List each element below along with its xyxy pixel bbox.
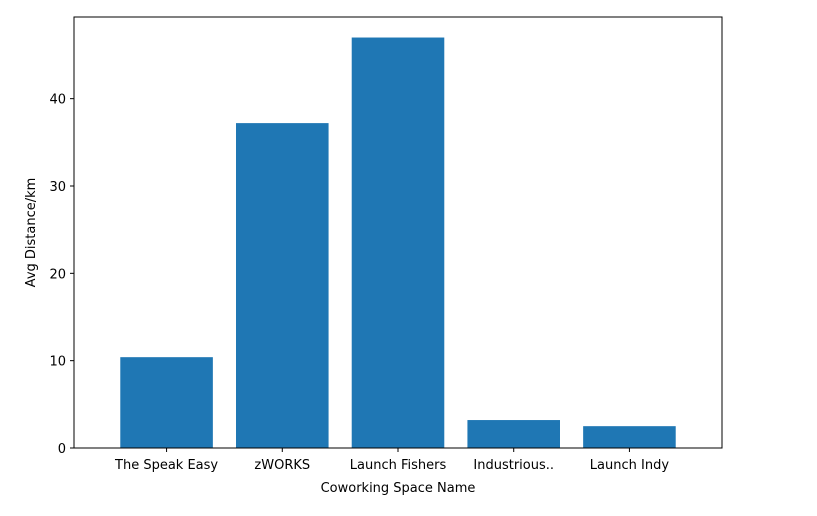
bar-series	[120, 37, 676, 449]
y-axis: 0 10 20 30 40	[49, 93, 74, 457]
x-tick-label: Launch Fishers	[350, 458, 447, 473]
y-tick-label: 0	[58, 442, 66, 457]
bar-the-speak-easy	[120, 357, 213, 448]
y-tick-label: 40	[49, 93, 66, 108]
x-tick-label: zWORKS	[254, 458, 310, 473]
bar-zworks	[236, 123, 329, 449]
y-axis-title: Avg Distance/km	[24, 178, 39, 288]
bar-industrious	[467, 420, 560, 448]
bar-launch-indy	[583, 426, 676, 448]
bar-launch-fishers	[351, 37, 445, 449]
y-tick-label: 20	[49, 267, 66, 282]
x-axis: The Speak Easy zWORKS Launch Fishers Indust…	[114, 448, 669, 473]
plot-area-frame	[73, 16, 723, 449]
y-tick-label: 30	[49, 180, 66, 195]
x-tick-label: The Speak Easy	[114, 458, 218, 473]
x-tick-label: Industrious..	[473, 458, 554, 473]
y-tick-label: 10	[49, 355, 66, 370]
x-axis-title: Coworking Space Name	[321, 481, 476, 496]
x-tick-label: Launch Indy	[590, 458, 670, 473]
